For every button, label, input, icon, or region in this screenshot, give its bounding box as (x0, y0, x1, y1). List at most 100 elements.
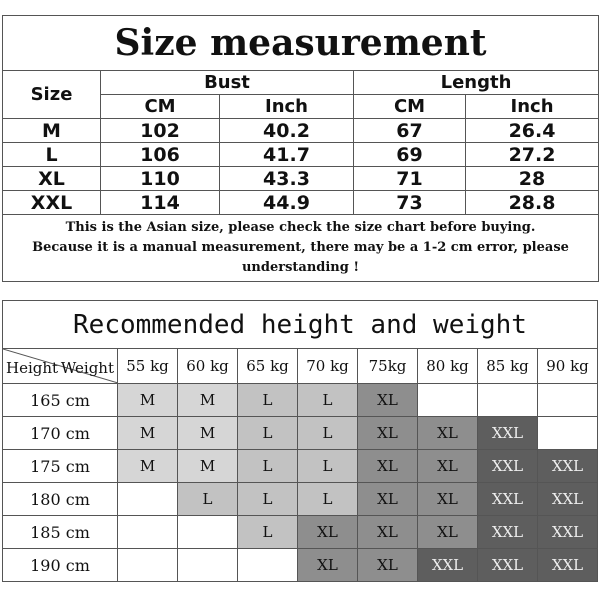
size-header: Size (2, 70, 101, 119)
measurement-cell: 28 (464, 166, 600, 191)
measurement-cell: 40.2 (219, 118, 354, 143)
size-cell: L (297, 416, 358, 450)
unit-header: CM (100, 94, 220, 119)
weight-header: 60 kg (177, 348, 238, 384)
size-cell: XL (417, 482, 478, 516)
size-cell (117, 515, 178, 549)
size-cell: L (237, 515, 298, 549)
corner-weight-label: Weight (60, 359, 114, 377)
size-cell: XL (357, 548, 418, 582)
size-row: M 102 40.2 67 26.4 (2, 118, 600, 143)
height-label: 185 cm (2, 515, 118, 549)
size-label: XL (2, 166, 101, 191)
measurement-cell: 43.3 (219, 166, 354, 191)
size-cell: XL (417, 515, 478, 549)
size-cell: L (297, 482, 358, 516)
weight-header: 55 kg (117, 348, 178, 384)
size-cell (237, 548, 298, 582)
height-row: 185 cm L XL XL XL XXL XXL (2, 515, 598, 549)
height-row: 190 cm XL XL XXL XXL XXL (2, 548, 598, 582)
measurement-cell: 71 (353, 166, 466, 191)
length-header: Length (352, 70, 600, 95)
weight-header: 90 kg (537, 348, 598, 384)
size-cell (177, 548, 238, 582)
measurement-cell: 67 (353, 118, 466, 143)
measurement-cell: 26.4 (464, 118, 600, 143)
size-row: XXL 114 44.9 73 28.8 (2, 190, 600, 215)
measurement-cell: 41.7 (219, 142, 354, 167)
size-cell: XL (357, 416, 418, 450)
measurement-cell: 28.8 (464, 190, 600, 215)
height-label: 190 cm (2, 548, 118, 582)
size-cell (477, 383, 538, 417)
size-measurement-table: Size measurement Size Bust Length CM Inc… (1, 15, 600, 282)
size-cell: XXL (537, 515, 598, 549)
size-row: XL 110 43.3 71 28 (2, 166, 600, 191)
size-label: M (2, 118, 101, 143)
recommended-table: Recommended height and weight Height Wei… (2, 300, 598, 582)
size-cell: M (177, 383, 238, 417)
height-row: 175 cm M M L L XL XL XXL XXL (2, 449, 598, 483)
size-cell: M (117, 449, 178, 483)
size-cell: XL (297, 515, 358, 549)
weight-header: 85 kg (477, 348, 538, 384)
unit-header: CM (353, 94, 466, 119)
bust-header: Bust (100, 70, 354, 95)
size-cell: XL (417, 416, 478, 450)
size-cell: XXL (477, 515, 538, 549)
weight-header: 80 kg (417, 348, 478, 384)
size-cell: XL (297, 548, 358, 582)
size-cell: XXL (477, 449, 538, 483)
size-cell: L (297, 383, 358, 417)
size-cell: M (117, 383, 178, 417)
weight-header: 65 kg (237, 348, 298, 384)
size-cell: L (297, 449, 358, 483)
size-note: This is the Asian size, please check the… (1, 214, 600, 282)
size-cell: L (237, 449, 298, 483)
size-label: XXL (2, 190, 101, 215)
size-cell (117, 482, 178, 516)
size-label: L (2, 142, 101, 167)
corner-header: Height Weight (2, 348, 118, 384)
height-row: 165 cm M M L L XL (2, 383, 598, 417)
size-cell: XXL (477, 482, 538, 516)
size-cell (537, 383, 598, 417)
weight-header: 75kg (357, 348, 418, 384)
measurement-cell: 27.2 (464, 142, 600, 167)
height-row: 170 cm M M L L XL XL XXL (2, 416, 598, 450)
size-cell: L (237, 416, 298, 450)
size-cell: XXL (537, 482, 598, 516)
measurement-cell: 114 (100, 190, 220, 215)
size-cell: XL (357, 383, 418, 417)
size-cell: M (177, 449, 238, 483)
measurement-cell: 110 (100, 166, 220, 191)
size-cell: M (177, 416, 238, 450)
size-cell (537, 416, 598, 450)
size-cell: M (117, 416, 178, 450)
diagonal-line (3, 349, 117, 383)
note-line-2: Because it is a manual measurement, ther… (32, 240, 569, 275)
measurement-cell: 106 (100, 142, 220, 167)
unit-header: Inch (219, 94, 354, 119)
size-cell (417, 383, 478, 417)
height-label: 175 cm (2, 449, 118, 483)
size-cell: L (177, 482, 238, 516)
weight-header: 70 kg (297, 348, 358, 384)
size-cell: XXL (417, 548, 478, 582)
size-table-title: Size measurement (1, 15, 600, 71)
measurement-cell: 102 (100, 118, 220, 143)
size-cell (177, 515, 238, 549)
size-cell: XL (357, 482, 418, 516)
height-label: 170 cm (2, 416, 118, 450)
size-cell: L (237, 482, 298, 516)
size-cell: XL (357, 449, 418, 483)
size-cell: XXL (477, 416, 538, 450)
height-row: 180 cm L L L XL XL XXL XXL (2, 482, 598, 516)
size-cell: XXL (537, 449, 598, 483)
height-label: 165 cm (2, 383, 118, 417)
size-cell: XXL (477, 548, 538, 582)
size-cell: XL (357, 515, 418, 549)
height-label: 180 cm (2, 482, 118, 516)
measurement-cell: 44.9 (219, 190, 354, 215)
size-row: L 106 41.7 69 27.2 (2, 142, 600, 167)
